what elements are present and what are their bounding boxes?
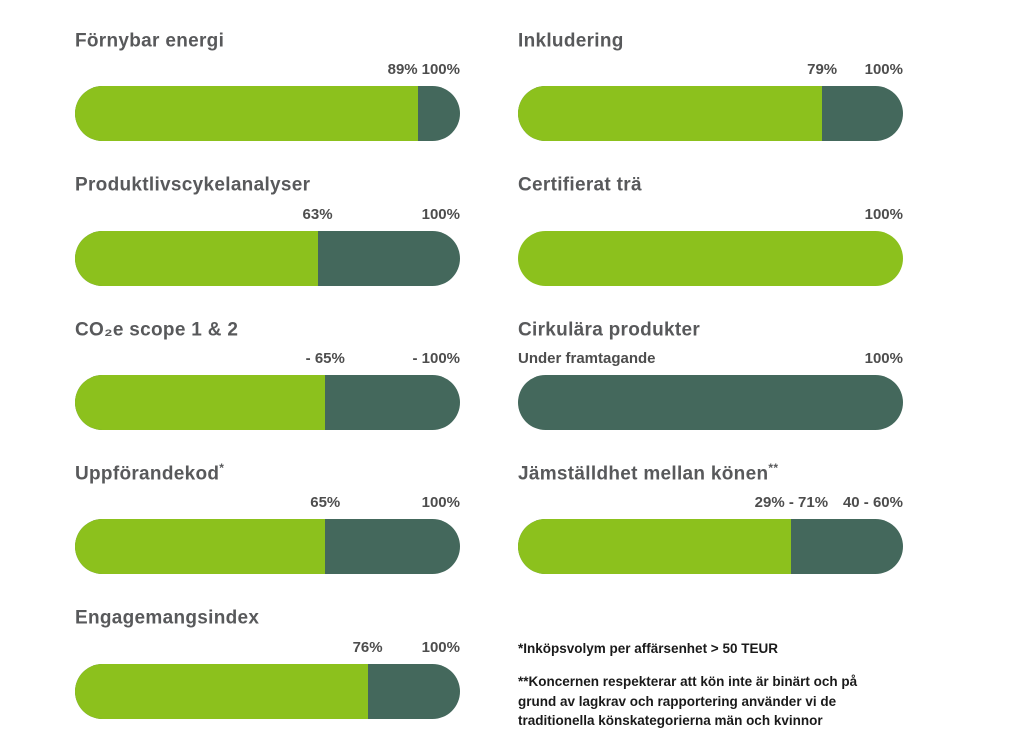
kpi-column-left: Förnybar energi 89% 100% Produktlivscyke… [75,28,460,750]
metric-title-footnote-marker: ** [768,460,779,475]
kpi-metric: Produktlivscykelanalyser 63% 100% [75,172,460,286]
progress-bar-fill [518,519,792,575]
footnotes: *Inköpsvolym per affärsenhet > 50 TEUR *… [518,639,896,744]
progress-bar-track [75,519,460,575]
metric-title: Produktlivscykelanalyser [75,174,311,196]
progress-bar-fill [518,86,823,142]
kpi-column-right: Inkludering 79% 100% Certifierat trä 100… [518,28,903,750]
progress-bar-fill [75,86,418,142]
metric-title-footnote-marker: * [219,460,225,475]
kpi-metric: Jämställdhet mellan könen** 29% - 71% 40… [518,460,903,575]
metric-title: Jämställdhet mellan könen** [518,460,779,485]
kpi-metric: CO₂e scope 1 & 2 - 65% - 100% [75,317,460,430]
metric-labels: - 65% - 100% [75,350,460,367]
metric-target-label: 40 - 60% [842,494,903,512]
progress-bar-track [75,230,460,286]
progress-bar-track [518,86,903,142]
progress-bar-track [75,663,460,719]
metric-target-label: 100% [864,349,903,367]
kpi-metric: Uppförandekod* 65% 100% [75,460,460,575]
metric-labels: 76% 100% [75,639,460,656]
metric-title: Inkludering [518,30,624,52]
metric-value-label: 89% [387,61,418,79]
progress-bar-fill [75,230,318,286]
metric-title: Cirkulära produkter [518,318,701,340]
metric-labels: 29% - 71% 40 - 60% [518,494,903,511]
kpi-metric: Engagemangsindex 76% 100% [75,605,460,719]
metric-labels: 65% 100% [75,494,460,511]
progress-bar-fill [75,519,326,575]
progress-bar-fill [518,230,903,286]
metric-target-label: 100% [864,61,903,79]
metric-labels: Under framtagande 100% [518,350,903,367]
metric-value-label: 65% [310,494,341,512]
footnote-gender-categories: **Koncernen respekterar att kön inte är … [518,674,858,728]
kpi-metric: Cirkulära produkter Under framtagande 10… [518,317,903,430]
progress-bar-track [75,86,460,142]
metric-target-label: - 100% [412,349,460,367]
progress-bar-track [518,230,903,286]
metric-value-label: - 65% [305,349,345,367]
metric-title: Certifierat trä [518,174,642,196]
kpi-metric: Certifierat trä 100% [518,172,903,286]
metric-target-label: 100% [421,494,460,512]
metric-labels: 79% 100% [518,61,903,78]
metric-labels: 100% [518,206,903,223]
progress-bar-fill [75,374,326,430]
kpi-metric: Förnybar energi 89% 100% [75,28,460,142]
metric-value-label: 79% [807,61,838,79]
metric-target-label: 100% [864,205,903,223]
progress-bar-fill [75,663,368,719]
progress-bar-track [518,519,903,575]
metric-title: Förnybar energi [75,30,225,52]
kpi-metric: Inkludering 79% 100% [518,28,903,142]
metric-title: CO₂e scope 1 & 2 [75,318,239,340]
metric-labels: 63% 100% [75,206,460,223]
metric-title: Engagemangsindex [75,607,260,629]
metric-title: Uppförandekod* [75,460,225,485]
progress-bar-track [518,374,903,430]
progress-bar-track [75,374,460,430]
metric-target-label: 100% [421,61,460,79]
metric-target-label: 100% [421,205,460,223]
metric-status-label: Under framtagande [518,349,656,367]
footnote-procurement-volume: *Inköpsvolym per affärsenhet > 50 TEUR [518,641,778,657]
metric-target-label: 100% [421,638,460,656]
metric-labels: 89% 100% [75,61,460,78]
metric-value-label: 63% [302,205,333,223]
metric-value-label: 29% - 71% [754,494,829,512]
metric-value-label: 76% [352,638,383,656]
